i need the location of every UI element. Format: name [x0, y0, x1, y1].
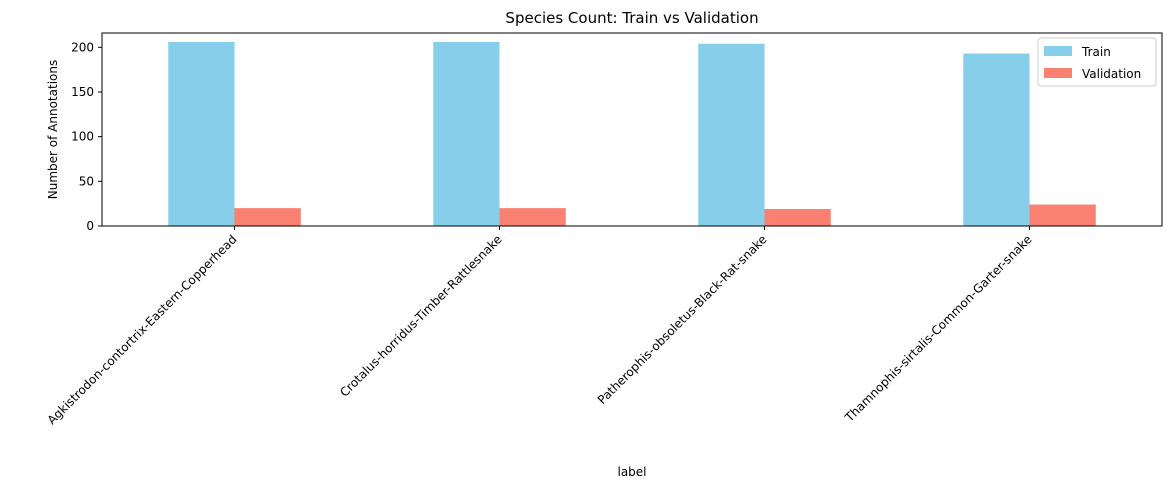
y-tick-label-2: 100: [71, 130, 94, 144]
legend: Train Validation: [1037, 37, 1157, 87]
bar-validation-3: [1029, 204, 1096, 226]
chart-title: Species Count: Train vs Validation: [505, 9, 758, 27]
x-axis: Agkistrodon-contortrix-Eastern-Copperhea…: [45, 226, 1035, 427]
y-axis: 0 50 100 150 200: [71, 40, 102, 233]
x-tick-label-2: Patherophis-obsoletus-Black-Rat-snake: [595, 232, 770, 407]
x-tick-label-0: Agkistrodon-contortrix-Eastern-Copperhea…: [45, 232, 240, 427]
legend-swatch-validation: [1044, 68, 1072, 78]
bar-validation-2: [764, 209, 831, 226]
legend-swatch-train: [1044, 46, 1072, 56]
legend-label-train: Train: [1081, 45, 1111, 59]
bar-train-0: [168, 41, 235, 227]
x-tick-label-1: Crotalus-horridus-Timber-Rattlesnake: [337, 232, 504, 399]
bar-train-1: [433, 41, 500, 227]
bar-train-3: [963, 53, 1030, 226]
y-tick-label-3: 150: [71, 85, 94, 99]
bar-train-2: [698, 43, 765, 226]
y-tick-label-1: 50: [79, 174, 94, 188]
plot-frame: [101, 32, 1163, 227]
x-tick-label-3: Thamnophis-sirtalis-Common-Garter-snake: [842, 232, 1035, 425]
y-axis-label: Number of Annotations: [46, 60, 60, 199]
y-tick-label-0: 0: [86, 219, 94, 233]
bar-validation-1: [499, 208, 566, 226]
legend-label-validation: Validation: [1082, 67, 1141, 81]
bar-validation-0: [234, 208, 301, 226]
x-axis-label: label: [617, 465, 646, 479]
bars-group: [168, 41, 1096, 227]
y-tick-label-4: 200: [71, 40, 94, 54]
